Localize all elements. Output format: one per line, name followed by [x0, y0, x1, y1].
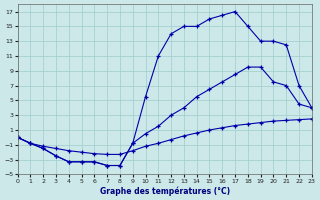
X-axis label: Graphe des températures (°C): Graphe des températures (°C) — [100, 186, 230, 196]
